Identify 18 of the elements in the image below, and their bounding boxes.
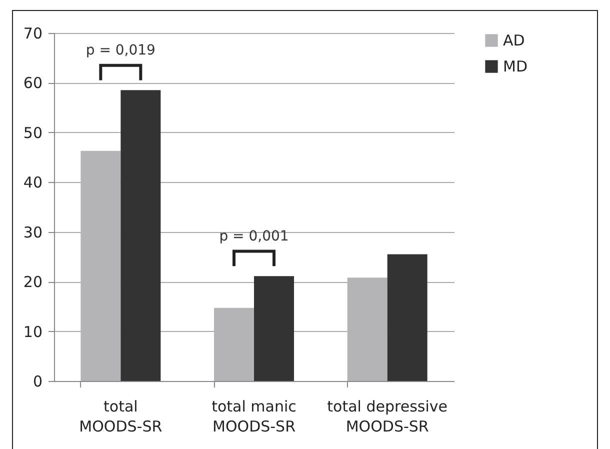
legend-label: MD — [503, 58, 528, 76]
bar — [120, 90, 161, 381]
annotation: p = 0,019 — [86, 42, 156, 58]
x-tick-label: total MOODS-SR — [79, 398, 162, 436]
y-tick-label: 30 — [23, 223, 42, 242]
x-tick-label: total depressive MOODS-SR — [327, 398, 448, 436]
bar — [387, 254, 428, 381]
y-tick-label: 60 — [23, 74, 42, 92]
y-tick-label: 20 — [23, 273, 42, 292]
y-tick-label: 10 — [23, 322, 42, 341]
legend-label: AD — [503, 32, 525, 50]
y-tick-label: 50 — [23, 124, 42, 142]
annotation: p = 0,001 — [219, 228, 289, 244]
bar — [254, 276, 294, 381]
y-tick-label: 40 — [23, 174, 42, 192]
y-tick-label: 70 — [23, 24, 42, 42]
x-tick-label: total manic MOODS-SR — [212, 398, 296, 436]
y-tick-label: 0 — [32, 372, 42, 390]
